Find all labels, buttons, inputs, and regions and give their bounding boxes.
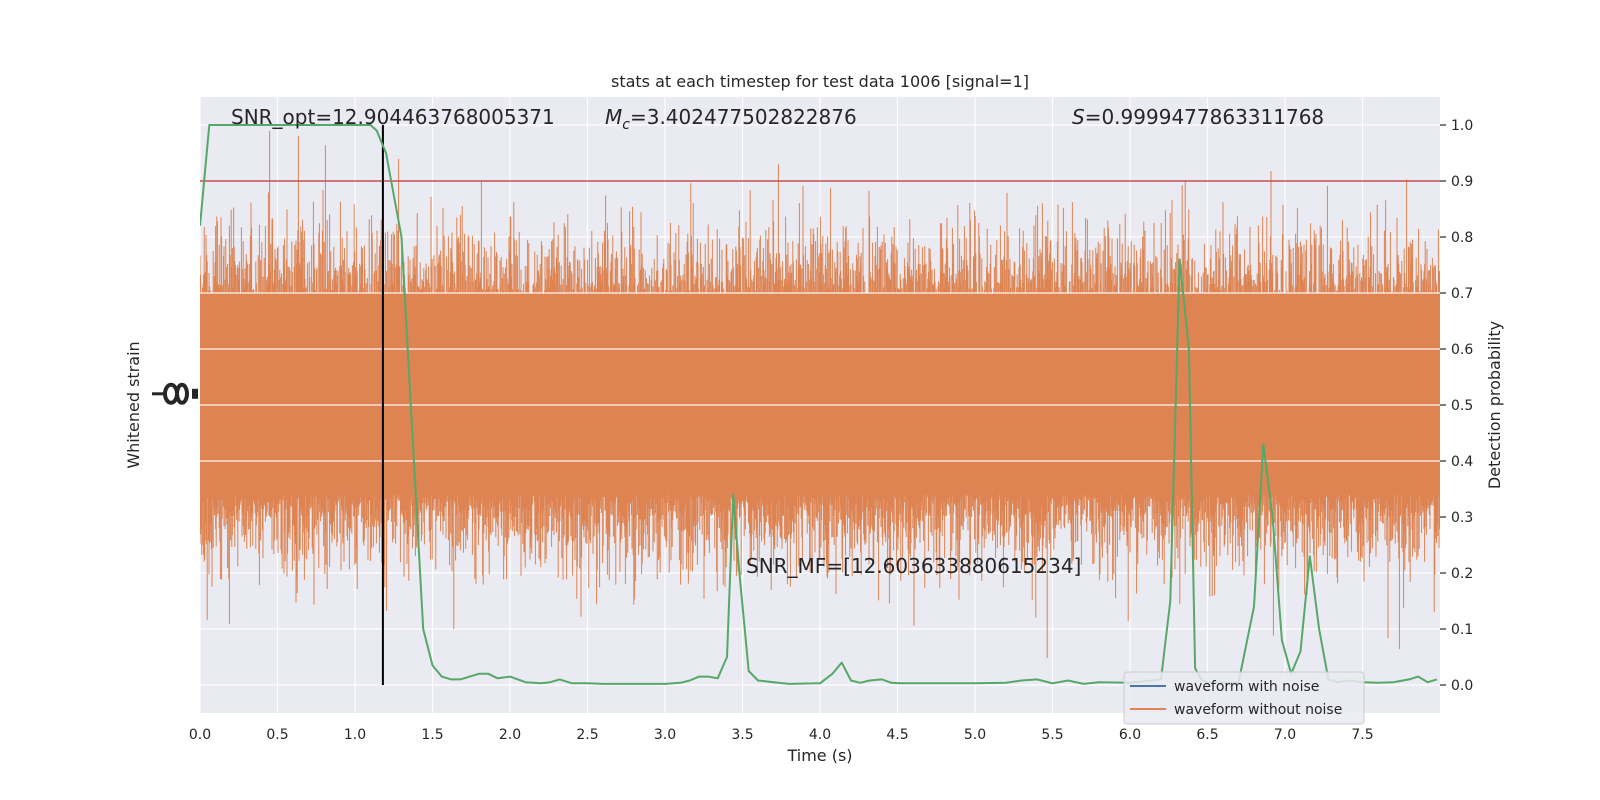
right-tick-label: 0.9 bbox=[1451, 174, 1473, 190]
x-tick-label: 3.5 bbox=[731, 727, 753, 743]
x-tick-label: 3.0 bbox=[654, 727, 676, 743]
score-annotation: S=0.9999477863311768 bbox=[1072, 105, 1324, 129]
score-symbol: S bbox=[1072, 105, 1085, 129]
x-axis-ticks: 0.0 0.5 1.0 1.5 2.0 2.5 3.0 3.5 4.0 4.5 5.0 5.5 6.0 6… bbox=[189, 727, 1374, 743]
left-tick-blob-b bbox=[175, 382, 189, 405]
right-tick-label: 0.3 bbox=[1451, 510, 1473, 526]
legend-label-with-noise: waveform with noise bbox=[1174, 679, 1319, 695]
x-tick-label: 7.0 bbox=[1274, 727, 1296, 743]
x-tick-label: 0.5 bbox=[266, 727, 288, 743]
legend: waveform with noise waveform without noi… bbox=[1123, 671, 1365, 725]
x-tick-label: 7.5 bbox=[1351, 727, 1373, 743]
x-tick-label: 0.0 bbox=[189, 727, 211, 743]
x-tick-label: 6.5 bbox=[1196, 727, 1218, 743]
detection-probability-line bbox=[200, 124, 1438, 685]
right-axis-ticks: 0.0 0.1 0.2 0.3 0.4 0.5 0.6 0.7 0.8 0.9 1.0 bbox=[1440, 118, 1473, 694]
right-tick-label: 0.0 bbox=[1451, 678, 1473, 694]
left-axis-overlapping-ticks bbox=[152, 382, 198, 405]
x-tick-label: 5.0 bbox=[964, 727, 986, 743]
x-tick-label: 1.5 bbox=[421, 727, 443, 743]
chirp-mass-annotation: Mc=3.402477502822876 bbox=[605, 105, 857, 133]
chirp-mass-symbol: M bbox=[605, 105, 622, 129]
right-tick-label: 0.7 bbox=[1451, 286, 1473, 302]
x-tick-label: 2.5 bbox=[576, 727, 598, 743]
x-tick-label: 1.0 bbox=[344, 727, 366, 743]
right-tick-label: 1.0 bbox=[1451, 118, 1473, 134]
x-tick-label: 4.0 bbox=[809, 727, 831, 743]
right-tick-label: 0.8 bbox=[1451, 230, 1473, 246]
snr-mf-annotation: SNR_MF=[12.603633880615234] bbox=[746, 554, 1081, 578]
x-tick-label: 4.5 bbox=[886, 727, 908, 743]
legend-label-without-noise: waveform without noise bbox=[1174, 702, 1342, 718]
x-tick-label: 2.0 bbox=[499, 727, 521, 743]
x-tick-label: 6.0 bbox=[1119, 727, 1141, 743]
right-tick-label: 0.4 bbox=[1451, 454, 1473, 470]
chirp-mass-value: =3.402477502822876 bbox=[630, 105, 857, 129]
snr-opt-annotation: SNR_opt=12.904463768005371 bbox=[231, 105, 555, 129]
x-axis-label: Time (s) bbox=[786, 746, 852, 765]
score-value: =0.9999477863311768 bbox=[1085, 105, 1324, 129]
right-tick-label: 0.6 bbox=[1451, 342, 1473, 358]
chart-title: stats at each timestep for test data 100… bbox=[611, 72, 1029, 91]
x-tick-label: 5.5 bbox=[1041, 727, 1063, 743]
left-tick-blob-dash bbox=[152, 392, 166, 396]
right-axis-label: Detection probability bbox=[1485, 321, 1504, 489]
right-tick-label: 0.1 bbox=[1451, 622, 1473, 638]
legend-box bbox=[1123, 671, 1365, 725]
left-tick-blob-c bbox=[192, 388, 198, 399]
right-tick-label: 0.2 bbox=[1451, 566, 1473, 582]
left-axis-label: Whitened strain bbox=[124, 341, 143, 468]
chirp-mass-subscript: c bbox=[622, 117, 630, 133]
waveform-dense-band bbox=[200, 293, 1440, 489]
right-tick-label: 0.5 bbox=[1451, 398, 1473, 414]
